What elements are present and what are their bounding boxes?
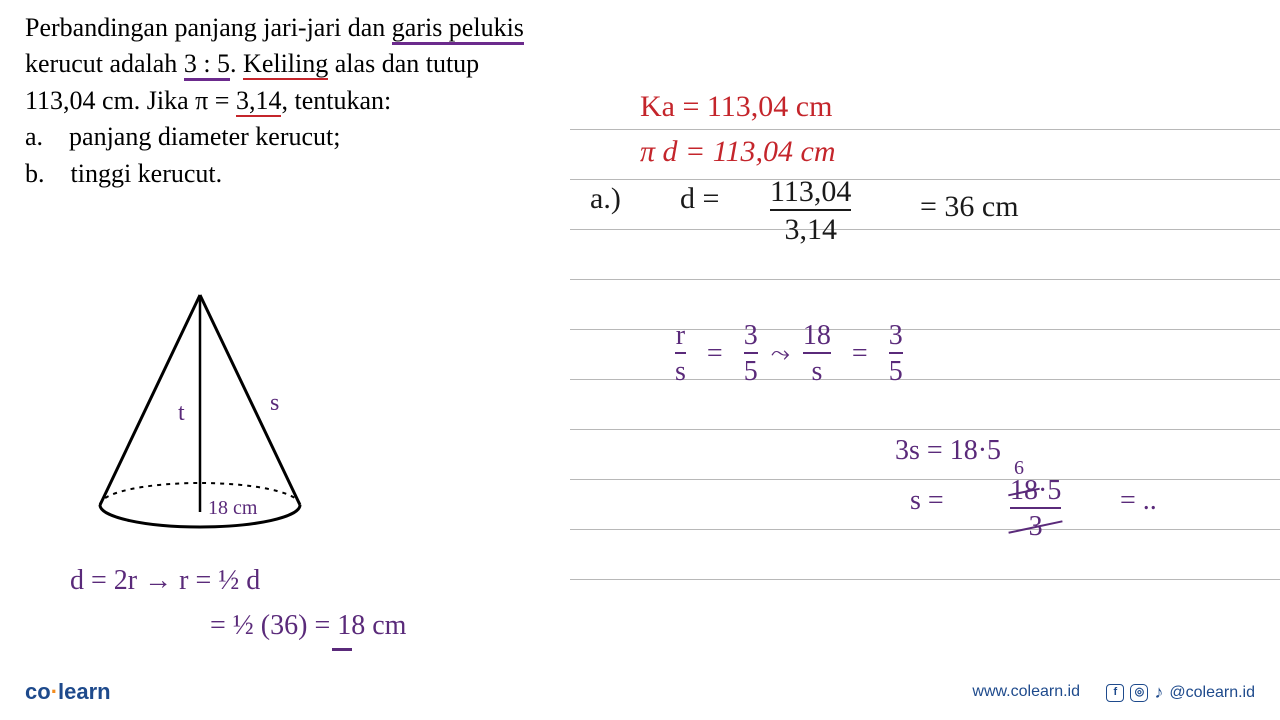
text: alas dan tutup (328, 49, 479, 78)
keliling-term: Keliling (243, 49, 328, 80)
eighteen-num: 18 (803, 320, 831, 352)
s-fraction: 618·5 3 (1010, 475, 1061, 543)
logo-dot: · (51, 679, 58, 704)
underline-mark (332, 648, 352, 651)
facebook-icon: f (1106, 684, 1124, 702)
cone-diagram: s t 18 cm (60, 280, 340, 560)
footer-url: www.colearn.id (972, 683, 1080, 701)
text: kerucut adalah (25, 49, 184, 78)
item-b: b. tinggi kerucut. (25, 156, 555, 192)
underlined-term: garis pelukis (392, 13, 524, 45)
five-den-b: 5 (889, 352, 903, 388)
part-a-label: a.) (590, 182, 621, 216)
five-den: 5 (744, 352, 758, 388)
pi-value: 3,14 (236, 86, 282, 117)
tiktok-icon: ♪ (1154, 682, 1163, 703)
slant-label: s (270, 390, 279, 416)
d-numerator: 113,04 (770, 175, 851, 209)
s-den: s (675, 352, 686, 388)
ratio-value: 3 : 5 (184, 49, 230, 81)
text: Perbandingan panjang jari-jari dan (25, 13, 392, 42)
text: 113,04 cm. Jika π = (25, 86, 236, 115)
d-equation: d = 2r → r = ½ d (70, 565, 260, 597)
instagram-icon: ◎ (1130, 684, 1148, 702)
problem-line-1: Perbandingan panjang jari-jari dan garis… (25, 10, 555, 46)
s2-den: s (803, 352, 831, 388)
ka-equation: Ka = 113,04 cm (640, 90, 832, 124)
s-result: = .. (1120, 485, 1157, 517)
radius-label: 18 cm (208, 497, 258, 519)
r-num: r (675, 320, 686, 352)
struck-char: 618 (1010, 475, 1038, 506)
eq1: = (707, 338, 723, 369)
d-denominator: 3,14 (770, 209, 851, 247)
d-result: = 36 cm (920, 190, 1019, 224)
arrow-icon: ⤳ (771, 341, 790, 367)
problem-statement: Perbandingan panjang jari-jari dan garis… (25, 10, 555, 192)
three-s-line: 3s = 18·5 (895, 435, 1001, 467)
r-calculation: = ½ (36) = 18 cm (210, 610, 406, 642)
item-a: a. panjang diameter kerucut; (25, 119, 555, 155)
s-equals: s = (910, 485, 944, 517)
pid-equation: π d = 113,04 cm (640, 135, 836, 169)
problem-line-3: 113,04 cm. Jika π = 3,14, tentukan: (25, 83, 555, 119)
height-label: t (178, 400, 185, 426)
social-handle: @colearn.id (1169, 684, 1255, 702)
eq2: = (852, 338, 868, 369)
logo-learn: learn (58, 679, 111, 704)
three-num-b: 3 (889, 320, 903, 352)
s-den: 3 (1010, 507, 1061, 543)
s-num-struck: 618·5 (1010, 475, 1061, 507)
logo-co: co (25, 679, 51, 704)
colearn-logo: co·learn (25, 679, 111, 705)
footer: co·learn www.colearn.id f ◎ ♪ @colearn.i… (0, 675, 1280, 705)
social-block: f ◎ ♪ @colearn.id (1106, 682, 1255, 703)
problem-line-2: kerucut adalah 3 : 5. Keliling alas dan … (25, 46, 555, 82)
d-fraction: 113,04 3,14 (770, 175, 851, 247)
text: . (230, 49, 243, 78)
ratio-line: r s = 3 5 ⤳ 18 s = 3 5 (675, 320, 903, 388)
text: , tentukan: (281, 86, 391, 115)
three-num: 3 (744, 320, 758, 352)
d-equals: d = (680, 182, 719, 216)
